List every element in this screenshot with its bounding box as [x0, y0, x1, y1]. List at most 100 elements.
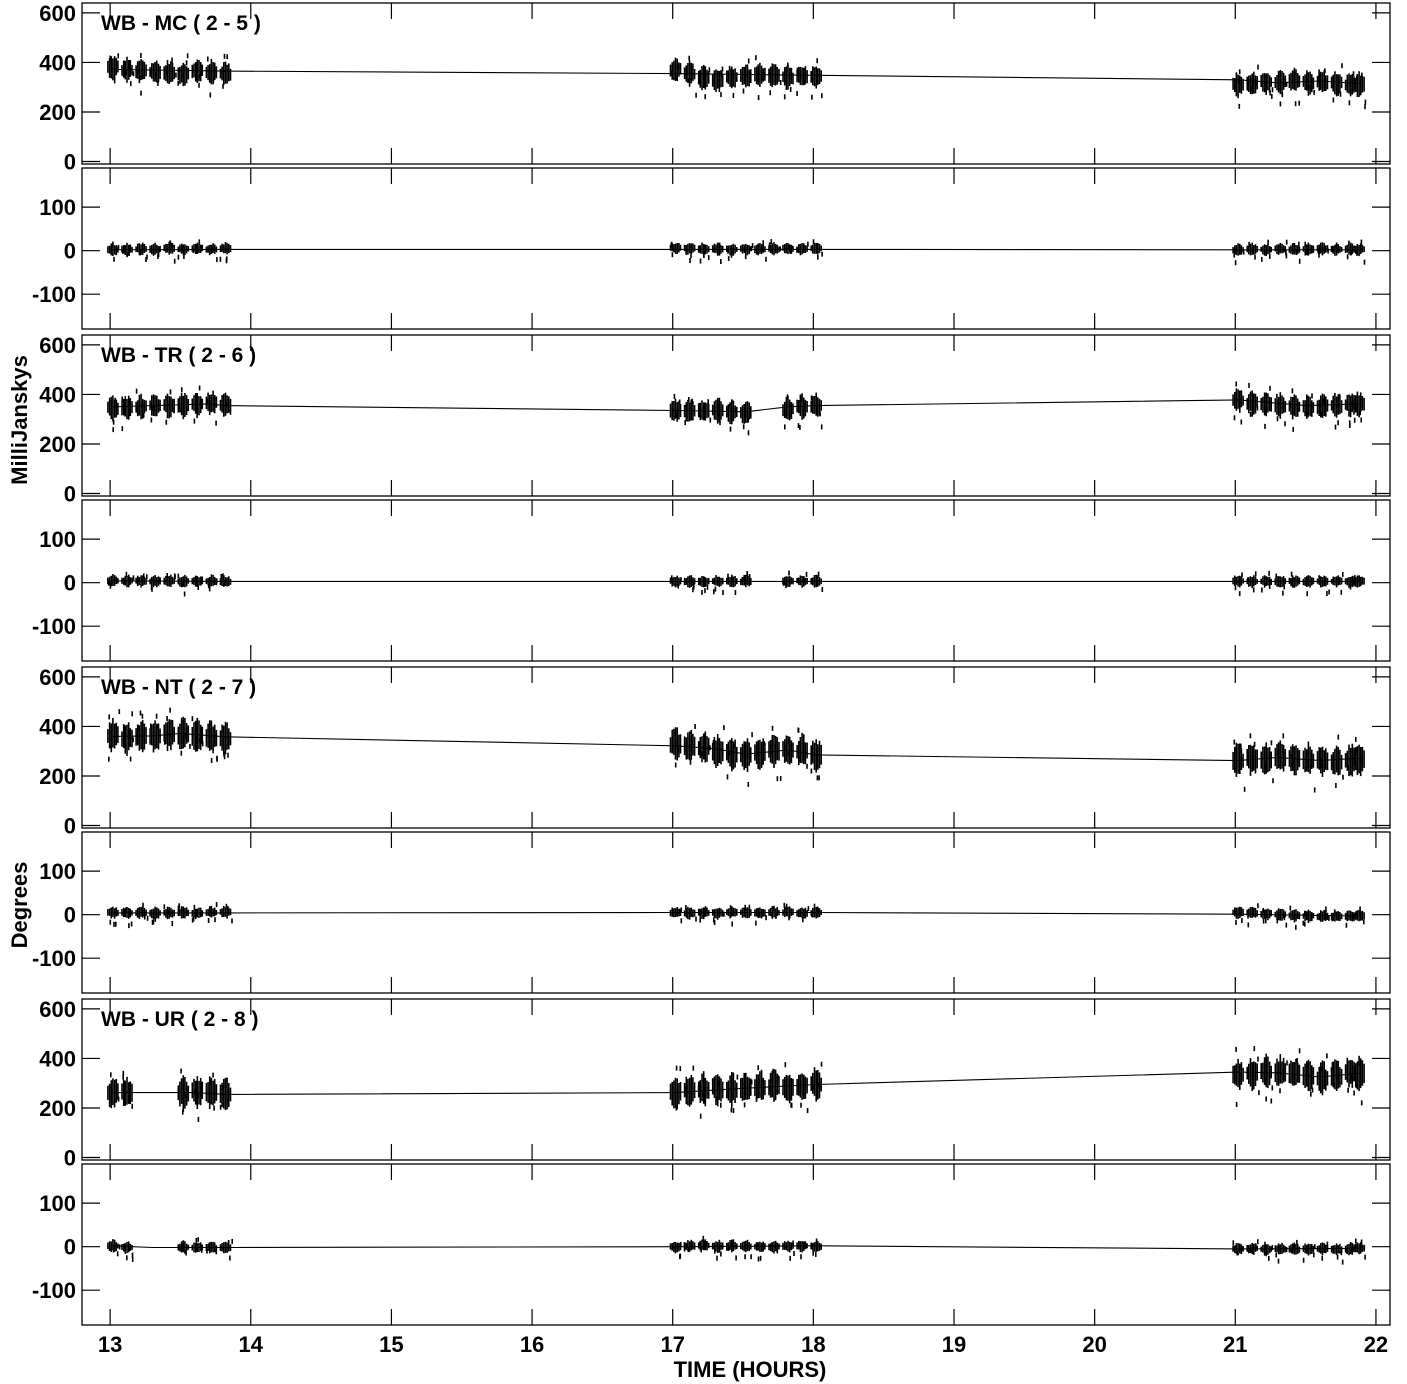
- outlier-point: [1235, 919, 1237, 925]
- outlier-point: [146, 254, 148, 260]
- outlier-point: [821, 251, 823, 257]
- outlier-point: [731, 574, 733, 580]
- outlier-point: [1267, 239, 1269, 245]
- x-tick-label: 14: [239, 1332, 264, 1357]
- outlier-point: [1238, 591, 1241, 597]
- outlier-point: [1305, 766, 1308, 772]
- outlier-point: [1284, 421, 1286, 427]
- outlier-point: [762, 755, 764, 761]
- outlier-point: [1240, 419, 1243, 425]
- outlier-point: [171, 57, 173, 63]
- outlier-point: [1342, 774, 1344, 780]
- outlier-point: [1237, 78, 1240, 84]
- outlier-point: [118, 1244, 121, 1250]
- outlier-point: [750, 245, 753, 251]
- outlier-point: [1332, 97, 1335, 103]
- outlier-point: [122, 1074, 124, 1080]
- outlier-point: [131, 1257, 134, 1262]
- outlier-point: [1337, 420, 1339, 426]
- outlier-point: [709, 417, 712, 423]
- outlier-point: [821, 587, 824, 592]
- outlier-point: [1361, 72, 1363, 78]
- outlier-point: [207, 56, 209, 62]
- outlier-point: [815, 1238, 818, 1244]
- outlier-point: [117, 1096, 120, 1102]
- outlier-point: [163, 904, 166, 910]
- outlier-point: [1277, 1258, 1280, 1264]
- outlier-point: [1355, 736, 1357, 742]
- outlier-point: [1290, 754, 1292, 760]
- outlier-point: [787, 738, 790, 744]
- outlier-point: [702, 750, 704, 756]
- outlier-point: [771, 725, 774, 731]
- amplitude-frame: [81, 666, 1391, 829]
- outlier-point: [207, 583, 210, 589]
- x-tick-label: 16: [520, 1332, 544, 1357]
- outlier-point: [1348, 100, 1351, 106]
- outlier-point: [109, 55, 111, 61]
- outlier-point: [125, 69, 128, 75]
- outlier-point: [1283, 584, 1285, 590]
- outlier-point: [219, 1104, 222, 1110]
- outlier-point: [227, 752, 229, 758]
- outlier-point: [1247, 913, 1249, 919]
- outlier-point: [788, 915, 790, 921]
- outlier-point: [692, 587, 694, 593]
- outlier-point: [1234, 1075, 1236, 1081]
- outlier-point: [816, 775, 819, 781]
- outlier-point: [220, 574, 223, 579]
- outlier-point: [785, 583, 787, 589]
- outlier-point: [792, 1240, 794, 1246]
- outlier-point: [816, 58, 818, 64]
- outlier-point: [1321, 757, 1323, 762]
- outlier-point: [113, 921, 115, 927]
- outlier-point: [1350, 1074, 1352, 1080]
- outlier-point: [811, 94, 813, 100]
- outlier-point: [721, 66, 724, 72]
- outlier-point: [144, 914, 146, 920]
- outlier-point: [751, 732, 753, 738]
- outlier-point: [718, 250, 721, 256]
- outlier-point: [1285, 253, 1288, 259]
- outlier-point: [727, 573, 729, 579]
- outlier-point: [1291, 580, 1293, 586]
- outlier-point: [179, 407, 181, 413]
- outlier-point: [1265, 1096, 1267, 1102]
- outlier-point: [1234, 907, 1236, 913]
- outlier-point: [1357, 1061, 1360, 1066]
- outlier-point: [183, 591, 186, 597]
- panel-frames: [81, 2, 1391, 1326]
- outlier-point: [700, 1247, 702, 1253]
- outlier-point: [684, 1087, 686, 1093]
- outlier-point: [1328, 589, 1330, 595]
- phase-model-line: [112, 911, 1360, 917]
- outlier-point: [1326, 1241, 1329, 1247]
- outlier-point: [812, 1085, 815, 1091]
- outlier-point: [1282, 733, 1285, 739]
- outlier-point: [1325, 906, 1327, 912]
- outlier-point: [1265, 918, 1267, 924]
- outlier-point: [169, 707, 171, 713]
- outlier-point: [1321, 411, 1323, 417]
- outlier-point: [1359, 410, 1361, 416]
- outlier-point: [677, 583, 679, 589]
- outlier-point: [744, 254, 747, 260]
- outlier-point: [1364, 104, 1366, 110]
- amplitude-model-line: [112, 68, 1360, 85]
- phase-tick-label: 100: [39, 1191, 76, 1216]
- outlier-point: [1291, 1248, 1293, 1254]
- outlier-point: [140, 90, 142, 96]
- outlier-point: [1302, 1257, 1305, 1263]
- outlier-point: [223, 53, 226, 59]
- outlier-point: [214, 917, 216, 923]
- outlier-point: [1327, 248, 1329, 254]
- outlier-point: [726, 774, 729, 780]
- outlier-point: [208, 1243, 210, 1249]
- outlier-point: [115, 921, 117, 927]
- outlier-point: [150, 417, 153, 423]
- outlier-point: [112, 427, 114, 433]
- outlier-point: [1250, 86, 1253, 92]
- outlier-point: [1249, 1247, 1252, 1253]
- outlier-point: [683, 1246, 686, 1252]
- outlier-point: [216, 578, 218, 584]
